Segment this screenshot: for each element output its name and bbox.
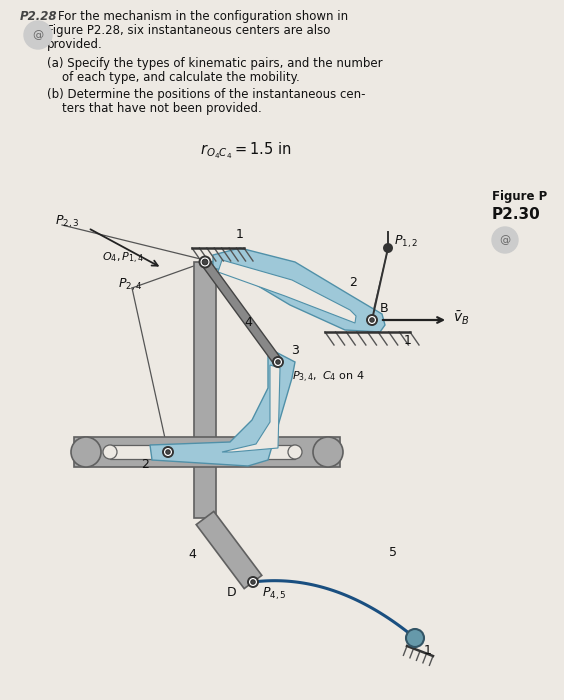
Text: of each type, and calculate the mobility.: of each type, and calculate the mobility… — [62, 71, 299, 84]
Circle shape — [367, 315, 377, 325]
Circle shape — [251, 580, 255, 584]
Circle shape — [24, 21, 52, 49]
Text: P2.28: P2.28 — [20, 10, 58, 23]
Text: $O_4, P_{1,4}$: $O_4, P_{1,4}$ — [102, 251, 144, 265]
Circle shape — [202, 259, 208, 265]
Text: For the mechanism in the configuration shown in: For the mechanism in the configuration s… — [58, 10, 348, 23]
Text: $P_{4,5}$: $P_{4,5}$ — [262, 586, 287, 602]
Text: 1: 1 — [236, 228, 244, 241]
Circle shape — [370, 318, 374, 322]
Circle shape — [166, 450, 170, 454]
Text: 5: 5 — [389, 547, 397, 559]
Text: 1: 1 — [424, 643, 432, 657]
Text: $P_{2,4}$: $P_{2,4}$ — [118, 276, 143, 293]
Text: provided.: provided. — [47, 38, 103, 51]
Text: 2: 2 — [349, 276, 357, 288]
Circle shape — [103, 445, 117, 459]
Text: (a) Specify the types of kinematic pairs, and the number: (a) Specify the types of kinematic pairs… — [47, 57, 382, 70]
Polygon shape — [194, 262, 216, 518]
Text: @: @ — [500, 235, 510, 245]
Circle shape — [406, 629, 424, 647]
Text: ters that have not been provided.: ters that have not been provided. — [62, 102, 262, 115]
Circle shape — [248, 577, 258, 587]
Circle shape — [313, 437, 343, 467]
Polygon shape — [222, 365, 280, 452]
Polygon shape — [150, 348, 295, 466]
Text: $r_{O_4C_4}=1.5$ in: $r_{O_4C_4}=1.5$ in — [200, 140, 292, 160]
Text: D: D — [227, 585, 237, 598]
Text: 3: 3 — [291, 344, 299, 356]
Bar — [110, 445, 295, 459]
Text: Figure P2.28, six instantaneous centers are also: Figure P2.28, six instantaneous centers … — [47, 24, 331, 37]
Circle shape — [288, 445, 302, 459]
Text: P2.30: P2.30 — [492, 207, 541, 222]
Text: 4: 4 — [188, 549, 196, 561]
Circle shape — [276, 360, 280, 364]
Text: $\bar{v}_B$: $\bar{v}_B$ — [453, 309, 469, 327]
Circle shape — [163, 447, 173, 457]
Circle shape — [71, 437, 101, 467]
Circle shape — [273, 357, 283, 367]
Text: Figure P: Figure P — [492, 190, 547, 203]
Circle shape — [384, 244, 392, 252]
Polygon shape — [196, 512, 262, 589]
Text: B: B — [380, 302, 388, 314]
Polygon shape — [218, 260, 356, 323]
Text: $P_{3,4},\ C_4\ \mathrm{on}\ 4$: $P_{3,4},\ C_4\ \mathrm{on}\ 4$ — [292, 370, 365, 384]
Text: @: @ — [33, 30, 43, 40]
Text: 2: 2 — [141, 458, 149, 472]
Circle shape — [200, 256, 210, 267]
Text: 1: 1 — [404, 333, 412, 346]
Text: $P_{2,3}$: $P_{2,3}$ — [55, 214, 80, 230]
Text: $P_{1,2}$: $P_{1,2}$ — [394, 234, 418, 250]
Text: (b) Determine the positions of the instantaneous cen-: (b) Determine the positions of the insta… — [47, 88, 365, 101]
Polygon shape — [213, 248, 385, 332]
Text: 4: 4 — [244, 316, 252, 328]
Polygon shape — [201, 259, 281, 365]
Circle shape — [492, 227, 518, 253]
Bar — [74, 437, 340, 467]
